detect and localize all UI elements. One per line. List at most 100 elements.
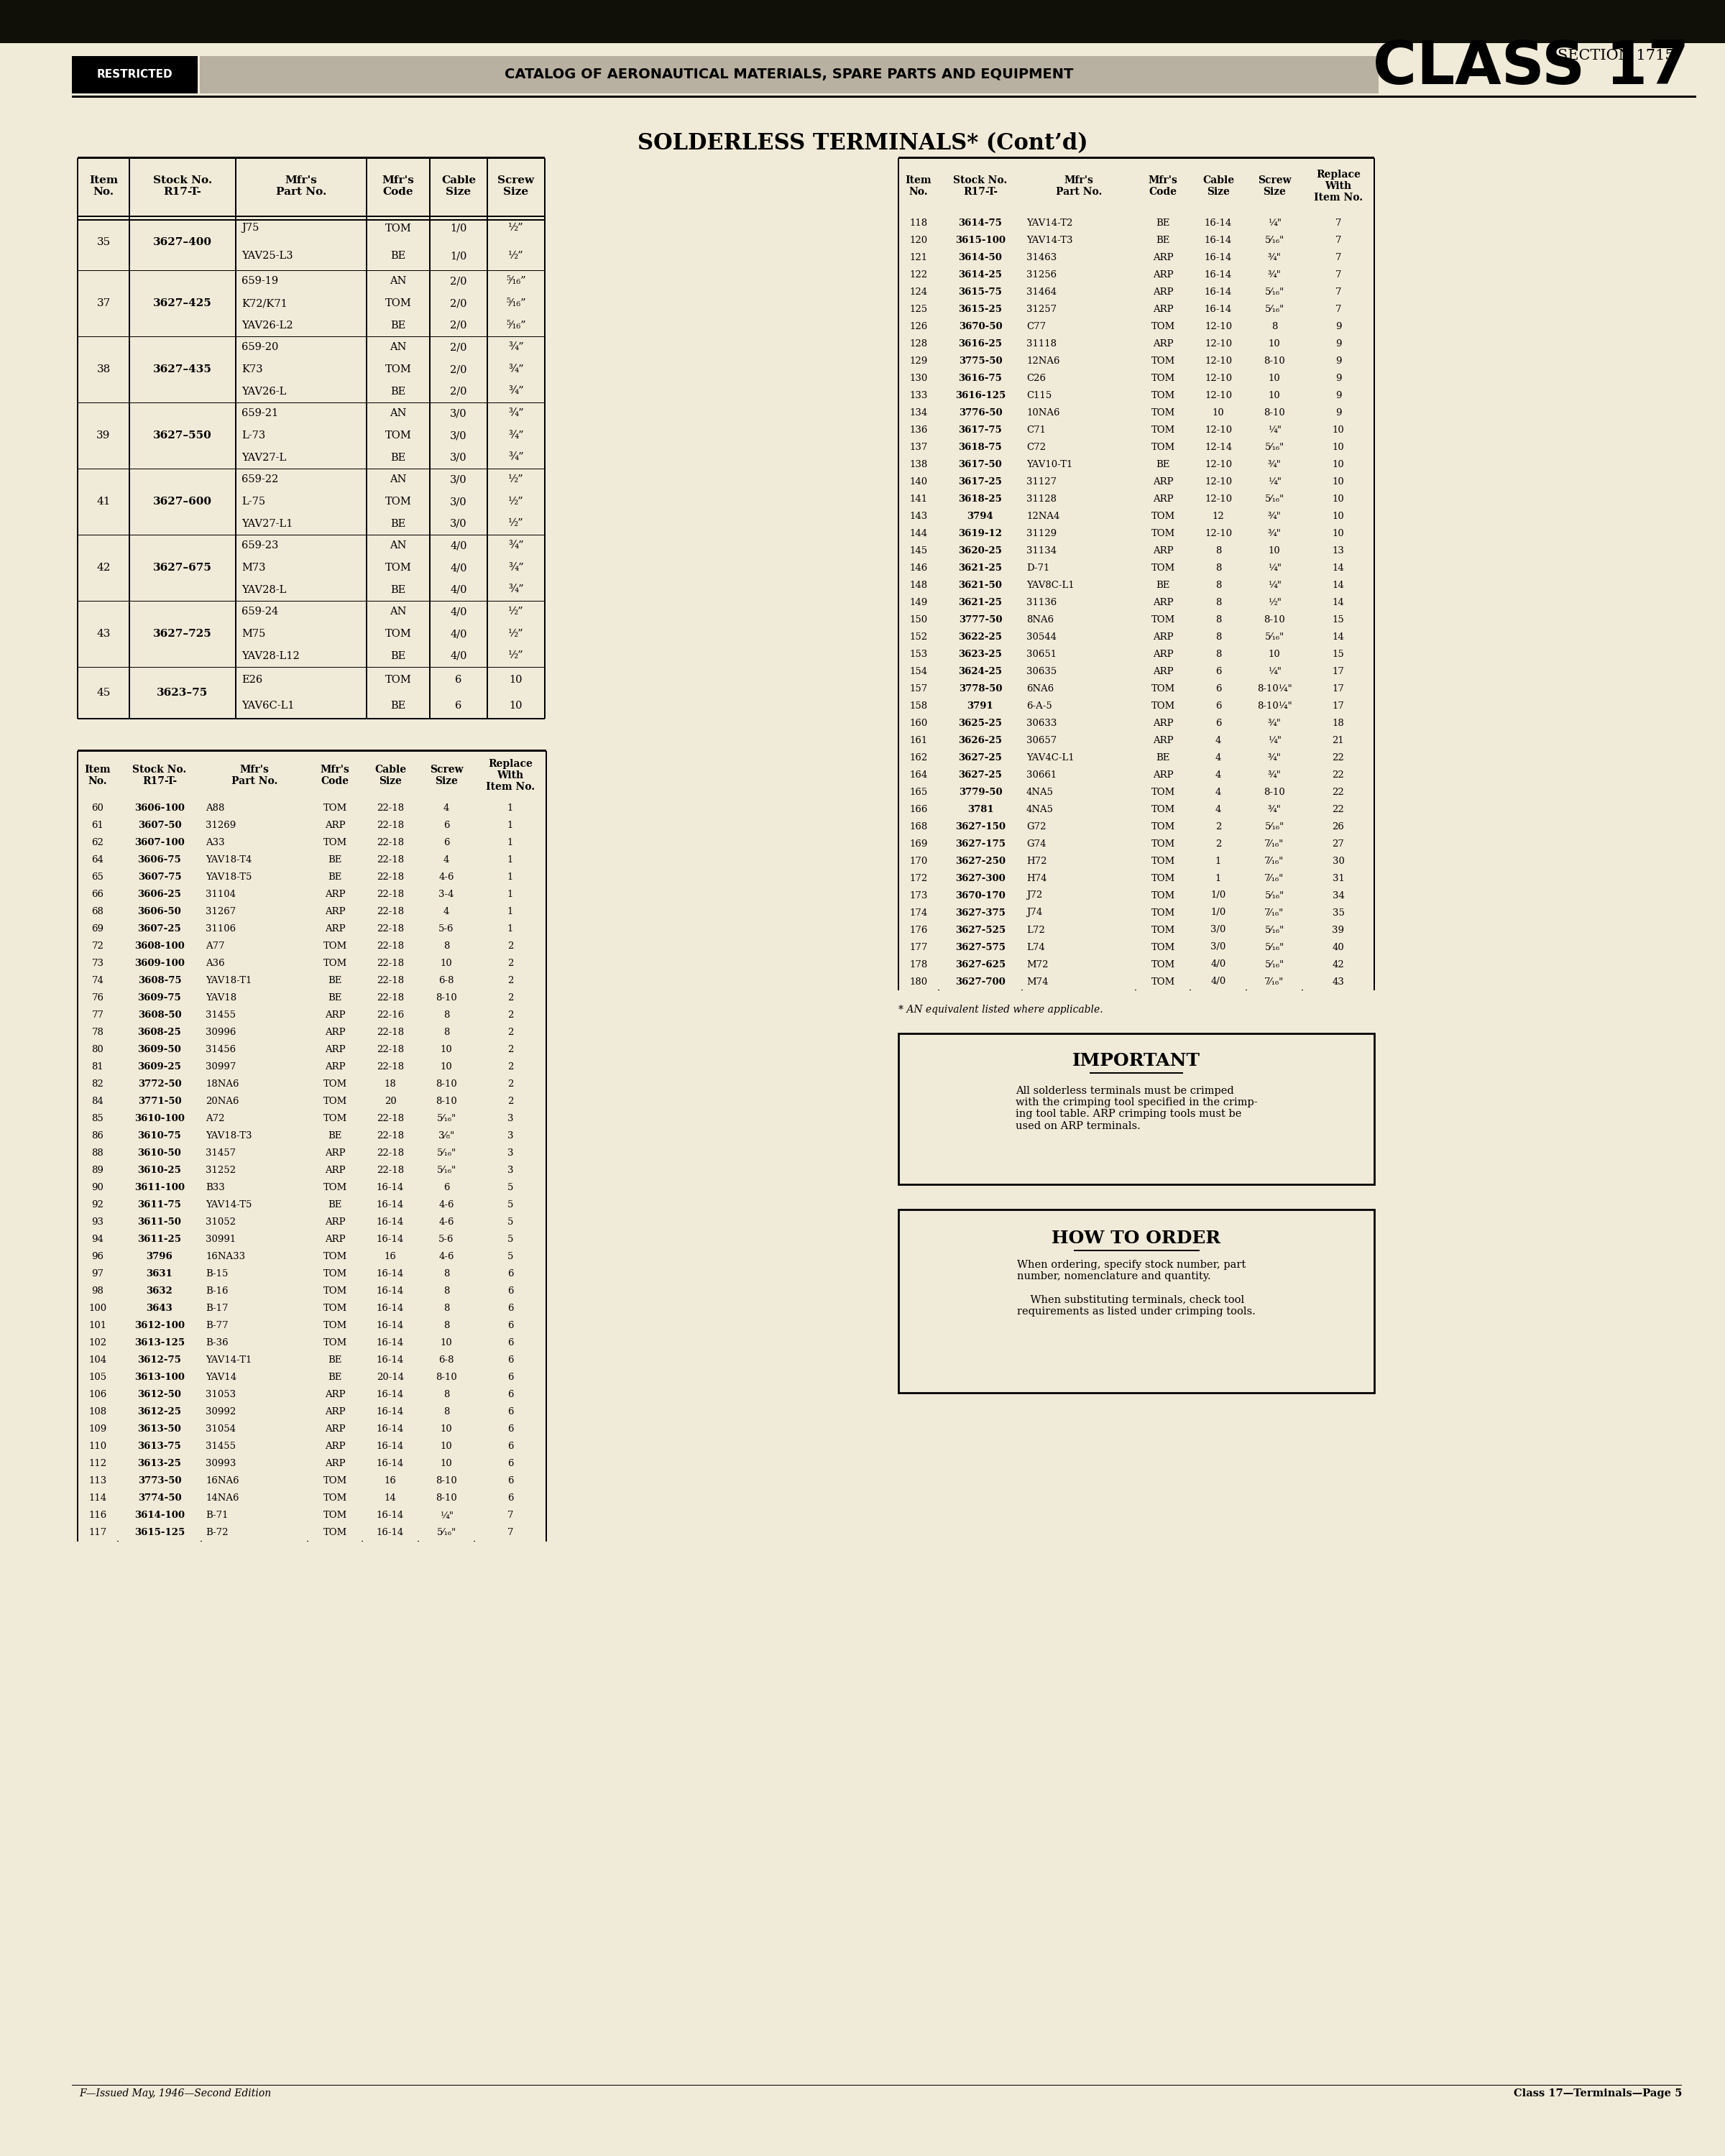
Text: 3/0: 3/0 bbox=[1211, 925, 1226, 936]
Text: ¾”: ¾” bbox=[509, 407, 524, 418]
Text: 31052: 31052 bbox=[205, 1218, 236, 1227]
Text: ¼": ¼" bbox=[1268, 735, 1282, 746]
Text: 20: 20 bbox=[385, 1097, 397, 1106]
Text: 21: 21 bbox=[1332, 735, 1344, 746]
Text: 22-18: 22-18 bbox=[376, 994, 404, 1003]
Text: 31136: 31136 bbox=[1026, 597, 1057, 608]
Text: 13: 13 bbox=[1332, 545, 1344, 556]
Text: 14: 14 bbox=[1332, 632, 1344, 642]
Text: 116: 116 bbox=[88, 1511, 107, 1520]
Text: 117: 117 bbox=[88, 1529, 107, 1537]
Text: Cable
Size: Cable Size bbox=[1202, 175, 1233, 196]
Text: 78: 78 bbox=[91, 1028, 104, 1037]
Text: YAV6C-L1: YAV6C-L1 bbox=[242, 701, 295, 711]
Text: ¼": ¼" bbox=[1268, 666, 1282, 677]
Text: 16-14: 16-14 bbox=[376, 1184, 404, 1192]
Text: 3778-50: 3778-50 bbox=[959, 683, 1002, 694]
Text: 170: 170 bbox=[909, 856, 928, 865]
Text: 31134: 31134 bbox=[1026, 545, 1057, 556]
Text: 12NA4: 12NA4 bbox=[1026, 511, 1059, 522]
Text: 3618-25: 3618-25 bbox=[959, 494, 1002, 505]
Text: BE: BE bbox=[328, 977, 342, 985]
Text: 7: 7 bbox=[1335, 304, 1342, 315]
Text: 64: 64 bbox=[91, 856, 104, 865]
Text: ½": ½" bbox=[1268, 597, 1282, 608]
Text: 3608-50: 3608-50 bbox=[138, 1011, 181, 1020]
Text: 4/0: 4/0 bbox=[450, 541, 467, 550]
Text: When ordering, specify stock number, part
number, nomenclature and quantity.

  : When ordering, specify stock number, par… bbox=[1018, 1259, 1256, 1317]
Text: TOM: TOM bbox=[1151, 683, 1175, 694]
Text: 1: 1 bbox=[1216, 856, 1221, 865]
Text: 161: 161 bbox=[909, 735, 928, 746]
Text: YAV14-T5: YAV14-T5 bbox=[205, 1201, 252, 1210]
Text: 18: 18 bbox=[1332, 718, 1344, 729]
Text: ½”: ½” bbox=[509, 630, 524, 638]
Text: ARP: ARP bbox=[324, 1235, 345, 1244]
Text: ⁵⁄₁₆”: ⁵⁄₁₆” bbox=[505, 321, 526, 330]
Text: 3610-75: 3610-75 bbox=[138, 1132, 181, 1141]
Text: 30544: 30544 bbox=[1026, 632, 1056, 642]
Text: 5⁄₁₆": 5⁄₁₆" bbox=[1264, 442, 1283, 453]
Text: 3627-575: 3627-575 bbox=[956, 942, 1006, 953]
Text: 1/0: 1/0 bbox=[1211, 908, 1226, 918]
Text: TOM: TOM bbox=[385, 630, 411, 638]
Text: 6: 6 bbox=[1214, 666, 1221, 677]
Text: 118: 118 bbox=[909, 218, 928, 229]
Text: 22-18: 22-18 bbox=[376, 821, 404, 830]
Text: 8-10: 8-10 bbox=[436, 994, 457, 1003]
Text: 7: 7 bbox=[1335, 270, 1342, 280]
Text: TOM: TOM bbox=[1151, 839, 1175, 849]
Text: 137: 137 bbox=[909, 442, 928, 453]
Text: 136: 136 bbox=[909, 425, 928, 436]
Text: 138: 138 bbox=[909, 459, 928, 470]
Text: Replace
With
Item No.: Replace With Item No. bbox=[486, 759, 535, 791]
Text: 90: 90 bbox=[91, 1184, 104, 1192]
Text: 8: 8 bbox=[1216, 580, 1221, 591]
Text: 6: 6 bbox=[507, 1425, 514, 1434]
Text: 8: 8 bbox=[443, 942, 449, 951]
Text: 6: 6 bbox=[507, 1304, 514, 1313]
Text: 10NA6: 10NA6 bbox=[1026, 407, 1059, 418]
Bar bbox=[0, 0, 1725, 43]
Text: TOM: TOM bbox=[385, 563, 411, 573]
Text: 3772-50: 3772-50 bbox=[138, 1080, 181, 1089]
Text: 3: 3 bbox=[507, 1115, 514, 1123]
Text: 4: 4 bbox=[1216, 770, 1221, 780]
Text: 30661: 30661 bbox=[1026, 770, 1057, 780]
Text: J74: J74 bbox=[1026, 908, 1042, 918]
Text: 3606-25: 3606-25 bbox=[138, 890, 181, 899]
Text: 6: 6 bbox=[507, 1494, 514, 1503]
Text: 3775-50: 3775-50 bbox=[959, 356, 1002, 364]
Text: 9: 9 bbox=[1335, 407, 1342, 418]
Text: 124: 124 bbox=[909, 287, 928, 298]
Text: G72: G72 bbox=[1026, 821, 1045, 832]
Text: 65: 65 bbox=[91, 873, 104, 882]
Text: 31128: 31128 bbox=[1026, 494, 1056, 505]
Text: 9: 9 bbox=[1335, 338, 1342, 347]
Text: 30993: 30993 bbox=[205, 1460, 236, 1468]
Text: ¾": ¾" bbox=[1268, 752, 1282, 763]
Text: 6: 6 bbox=[507, 1322, 514, 1330]
Text: 22-18: 22-18 bbox=[376, 942, 404, 951]
Text: AN: AN bbox=[390, 343, 407, 351]
Text: 1/0: 1/0 bbox=[450, 224, 467, 233]
Text: ARP: ARP bbox=[324, 890, 345, 899]
Text: 3615-75: 3615-75 bbox=[959, 287, 1002, 298]
Text: 89: 89 bbox=[91, 1166, 104, 1175]
Text: TOM: TOM bbox=[1151, 425, 1175, 436]
Text: 27: 27 bbox=[1332, 839, 1344, 849]
Text: 3670-50: 3670-50 bbox=[959, 321, 1002, 332]
Text: 22-18: 22-18 bbox=[376, 1166, 404, 1175]
Text: 10: 10 bbox=[1268, 649, 1280, 660]
Text: 16NA6: 16NA6 bbox=[205, 1477, 240, 1485]
Text: B-71: B-71 bbox=[205, 1511, 228, 1520]
Text: TOM: TOM bbox=[323, 1184, 347, 1192]
Text: 8: 8 bbox=[443, 1391, 449, 1399]
Text: BE: BE bbox=[1156, 580, 1170, 591]
Text: 5⁄₁₆": 5⁄₁₆" bbox=[436, 1115, 455, 1123]
Text: 3627–550: 3627–550 bbox=[154, 431, 212, 440]
Text: TOM: TOM bbox=[1151, 890, 1175, 901]
Text: 113: 113 bbox=[88, 1477, 107, 1485]
Text: 3613-50: 3613-50 bbox=[138, 1425, 181, 1434]
Text: TOM: TOM bbox=[1151, 614, 1175, 625]
